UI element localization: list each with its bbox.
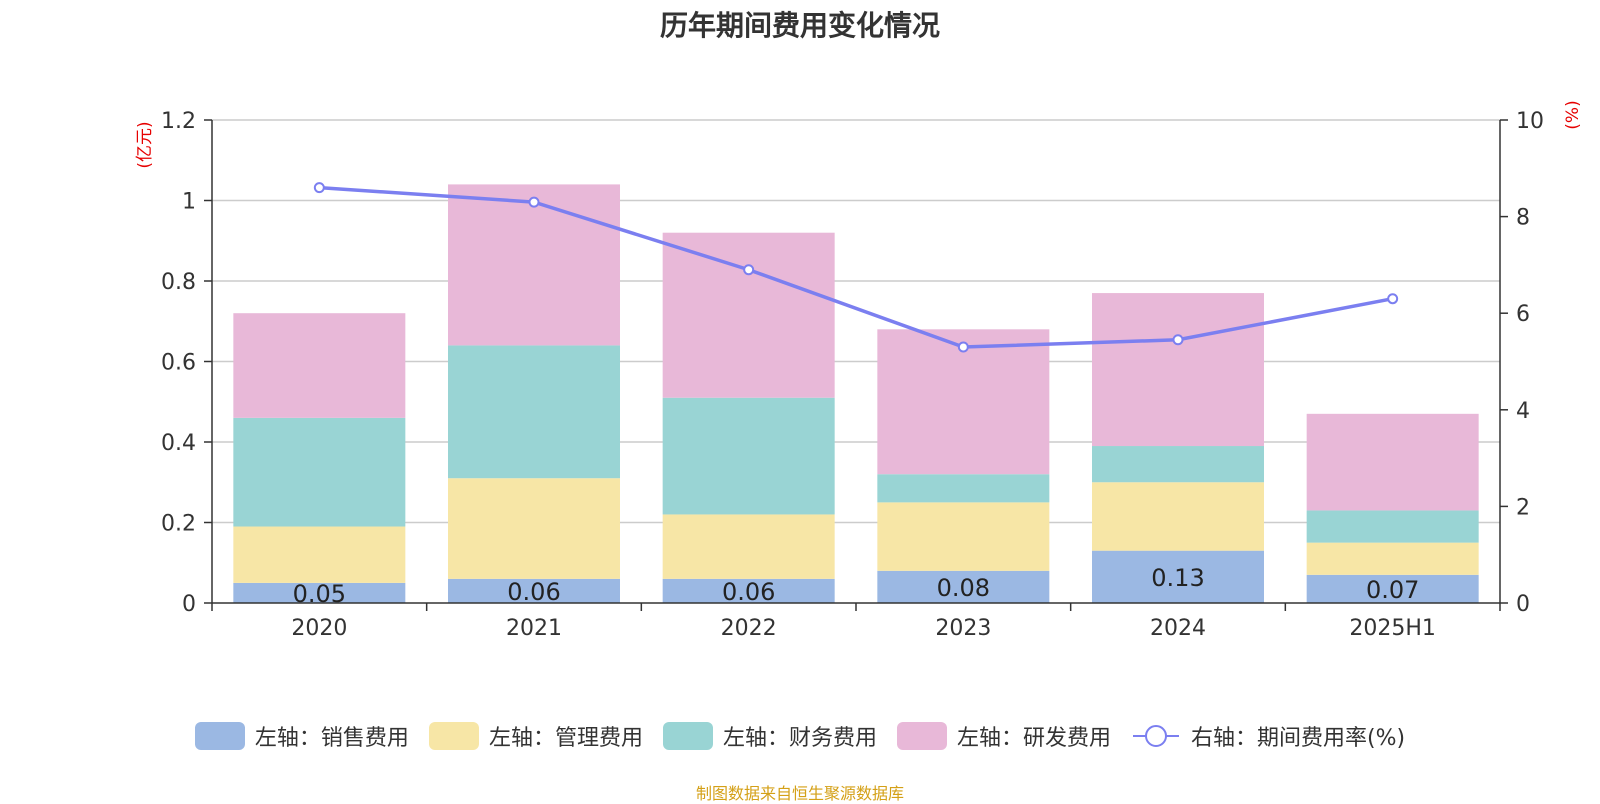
bar-segment	[1306, 542, 1479, 575]
legend-item[interactable]: 左轴：财务费用	[662, 720, 877, 752]
bar-data-label: 0.13	[1151, 564, 1204, 592]
x-tick-label: 2022	[721, 616, 777, 641]
bar-data-label: 0.08	[937, 574, 990, 602]
bar-segment	[233, 526, 406, 583]
bar-segment	[1092, 293, 1264, 447]
legend-swatch	[896, 722, 947, 750]
legend-swatch	[662, 722, 713, 750]
source-footer: 制图数据来自恒生聚源数据库	[695, 784, 904, 803]
bar-segment	[877, 570, 1050, 603]
x-tick-label: 2024	[1150, 616, 1206, 641]
bar-segment	[662, 578, 835, 603]
bar-segment	[662, 514, 835, 579]
bar-data-label: 0.07	[1366, 576, 1419, 604]
legend-item[interactable]: 左轴：管理费用	[428, 720, 643, 752]
right-tick-label: 0	[1516, 592, 1530, 617]
legend-label: 右轴：期间费用率(%)	[1190, 726, 1406, 751]
legend-swatch	[428, 722, 479, 750]
bar-segment	[1092, 482, 1264, 551]
rate-point	[1387, 293, 1399, 305]
right-tick-label: 10	[1516, 109, 1544, 134]
x-tick-label: 2021	[506, 616, 562, 641]
x-tick-label: 2023	[935, 616, 991, 641]
legend-label: 左轴：管理费用	[488, 726, 643, 751]
rate-point	[313, 182, 325, 194]
bar-segment	[1092, 550, 1264, 603]
bar-segment	[877, 474, 1050, 503]
bar-segment	[233, 582, 406, 603]
bar-segment	[233, 313, 406, 418]
bar-segment	[448, 578, 620, 603]
x-tick-label: 2020	[291, 616, 347, 641]
right-axis-unit-label: (%)	[1563, 100, 1583, 129]
bar-segment	[448, 184, 620, 346]
rate-point	[743, 264, 755, 276]
bar-segment	[662, 232, 835, 398]
legend-swatch	[194, 722, 245, 750]
legend-line-marker-icon	[1132, 725, 1179, 747]
right-tick-label: 6	[1516, 302, 1530, 327]
bar-data-label: 0.06	[722, 578, 775, 606]
left-tick-label: 0.4	[161, 431, 196, 456]
left-axis-unit-label: (亿元)	[135, 121, 155, 168]
legend-item[interactable]: 左轴：销售费用	[194, 720, 409, 752]
left-tick-label: 1.2	[161, 109, 196, 134]
left-tick-label: 1	[182, 190, 196, 215]
rate-point	[528, 196, 540, 208]
chart-title: 历年期间费用变化情况	[659, 9, 940, 42]
x-tick-label: 2025H1	[1349, 616, 1436, 641]
legend-label: 左轴：销售费用	[254, 726, 409, 751]
left-tick-label: 0	[182, 592, 196, 617]
bar-segment	[662, 397, 835, 515]
left-tick-label: 0.2	[161, 512, 196, 537]
bar-segment	[1306, 413, 1479, 511]
bar-segment	[1092, 446, 1264, 483]
rate-point	[1172, 334, 1184, 346]
legend-item[interactable]: 左轴：研发费用	[896, 720, 1111, 752]
bar-segment	[448, 345, 620, 479]
rate-point	[957, 341, 969, 353]
chart-legend: 左轴：销售费用 左轴：管理费用 左轴：财务费用 左轴：研发费用 右轴：期间费用率(%)	[0, 720, 1600, 752]
bar-segment	[448, 478, 620, 579]
legend-item[interactable]: 右轴：期间费用率(%)	[1131, 720, 1405, 752]
legend-label: 左轴：财务费用	[722, 726, 877, 751]
right-tick-label: 4	[1516, 399, 1530, 424]
bar-segment	[1306, 574, 1479, 603]
bar-segment	[877, 502, 1050, 571]
right-tick-label: 2	[1516, 495, 1530, 520]
legend-label: 左轴：研发费用	[956, 726, 1111, 751]
rate-line	[319, 185, 1393, 349]
bar-segment	[877, 329, 1050, 475]
left-tick-label: 0.8	[161, 270, 196, 295]
right-tick-label: 8	[1516, 206, 1530, 231]
left-tick-label: 0.6	[161, 351, 196, 376]
bar-segment	[1306, 510, 1479, 543]
bar-data-label: 0.06	[507, 578, 560, 606]
bar-segment	[233, 417, 406, 527]
